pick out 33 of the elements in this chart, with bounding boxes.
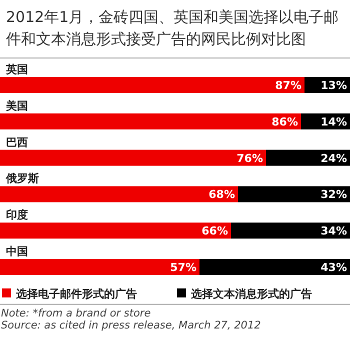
data-label: 13%: [320, 79, 347, 92]
bar: [231, 222, 350, 239]
data-label: 57%: [170, 261, 196, 274]
bar: [0, 186, 238, 202]
data-label: 66%: [202, 224, 228, 238]
data-label: 68%: [208, 188, 235, 202]
bar: [0, 113, 301, 130]
data-label: 24%: [320, 152, 347, 165]
y-tick-label: 美国: [5, 99, 28, 112]
data-label: 86%: [272, 115, 298, 128]
source-note: Source: as cited in press release, March 27, 2012: [1, 319, 262, 332]
data-label: 76%: [236, 152, 263, 165]
bar: [266, 150, 350, 166]
bar: [238, 186, 350, 202]
title: 2012年1月，金砖四国、英国和美国选择以电子邮件和文本消息形式接受广告的网民比例对比图: [6, 8, 339, 48]
bar: [0, 150, 266, 166]
bar: [200, 259, 350, 275]
y-tick-label: 印度: [6, 208, 28, 222]
data-label: 14%: [320, 115, 347, 128]
bar: [0, 259, 200, 275]
y-tick-label: 英国: [5, 63, 28, 76]
data-label: 87%: [275, 79, 302, 92]
bar: [0, 77, 304, 93]
data-label: 34%: [320, 224, 347, 238]
data-label: 43%: [320, 261, 347, 274]
y-tick-label: 俄罗斯: [5, 172, 39, 186]
legend-label: 选择电子邮件形式的广告: [15, 287, 137, 300]
legend-label: 选择文本消息形式的广告: [190, 287, 312, 300]
data-label: 32%: [320, 188, 347, 202]
text: Note: *from a brand or store: [1, 307, 151, 320]
bar: [0, 222, 231, 239]
y-tick-label: 中国: [6, 245, 28, 258]
y-tick-label: 巴西: [6, 136, 28, 149]
